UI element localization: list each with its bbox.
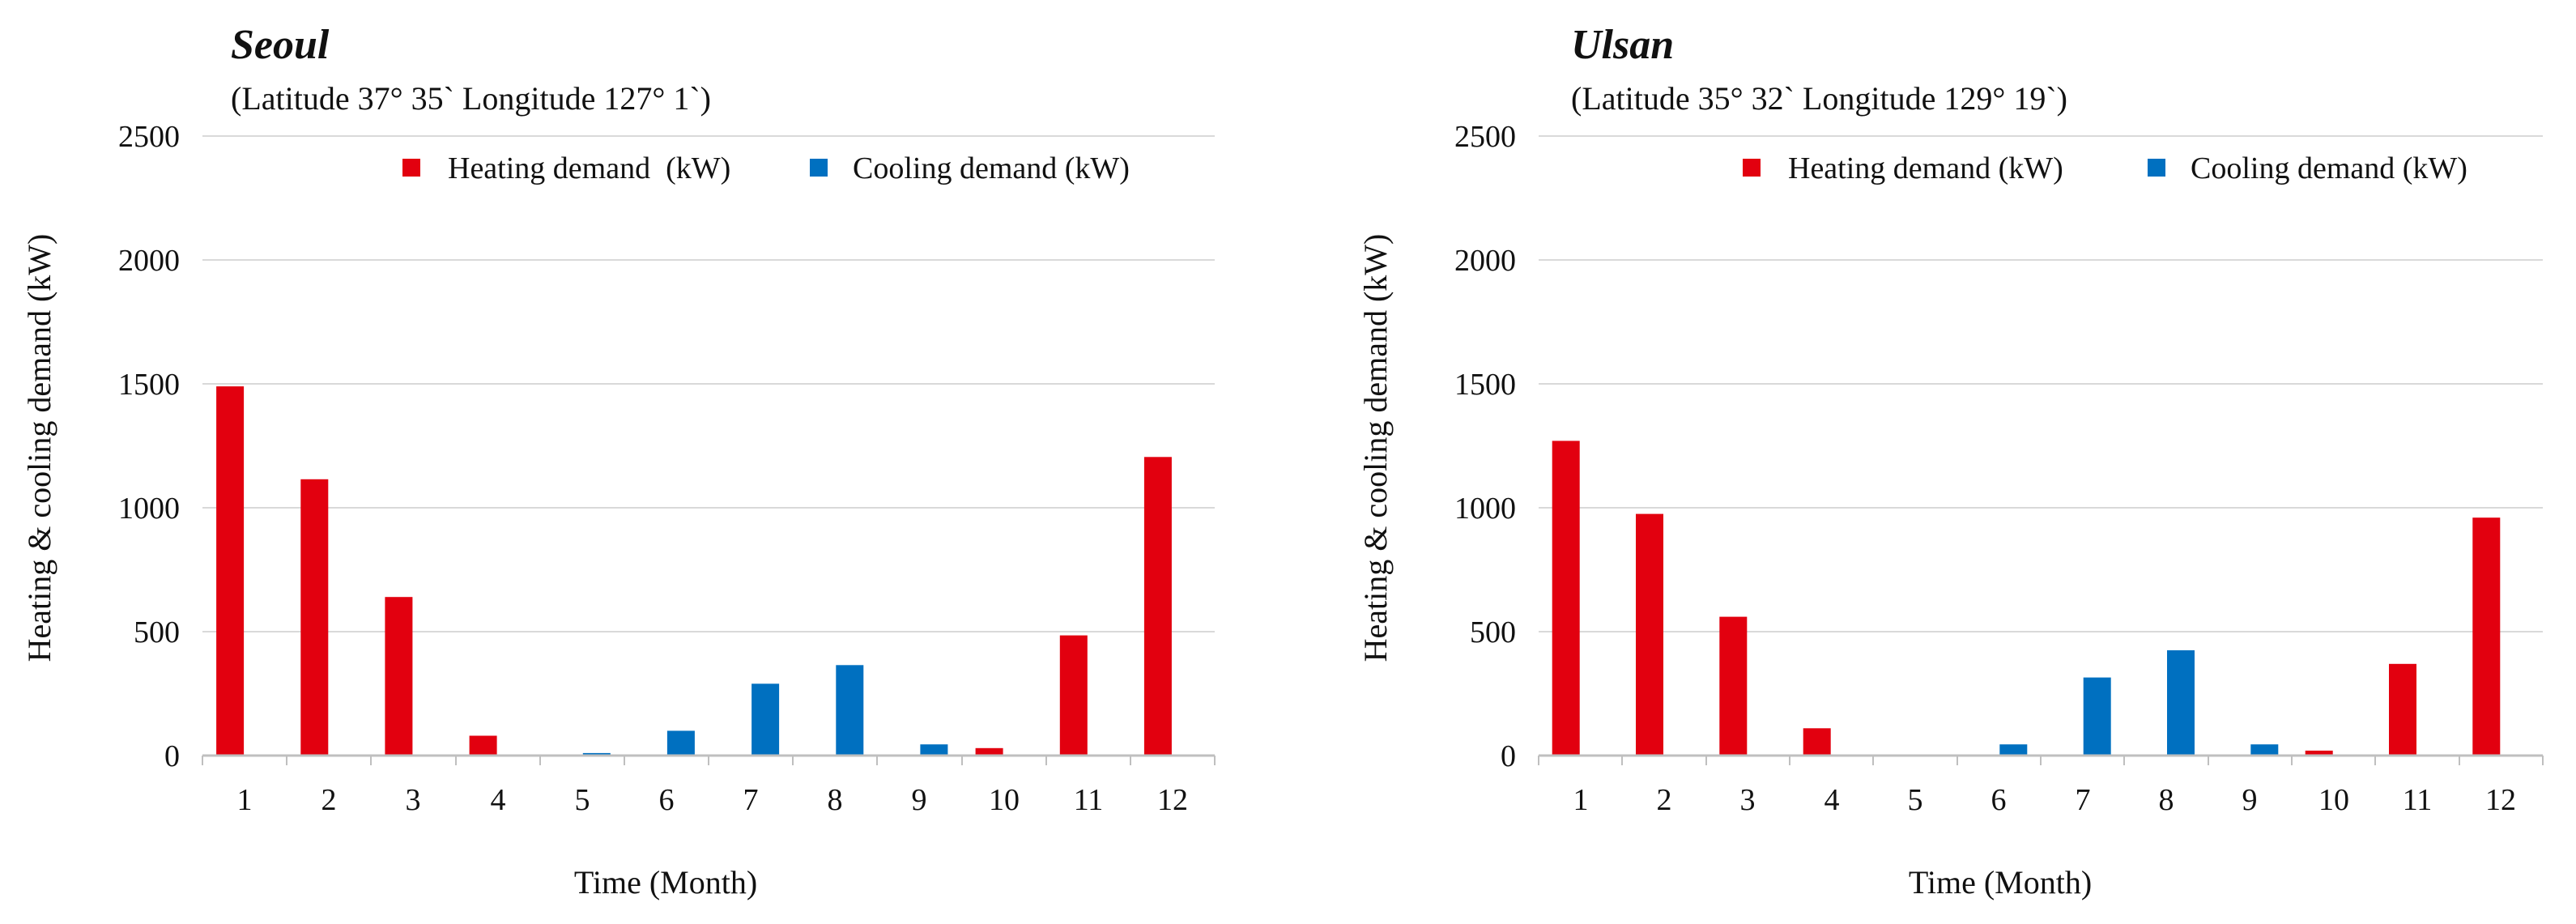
x-tick-label: 1 xyxy=(237,783,253,817)
chart-title-ulsan: Ulsan xyxy=(1571,22,1674,68)
x-axis-label-ulsan: Time (Month) xyxy=(1909,864,2092,901)
x-tick-label: 3 xyxy=(406,783,421,817)
legend-label-heating: Heating demand (kW) xyxy=(1788,151,2063,185)
bar-heating-seoul-m1 xyxy=(216,386,245,756)
y-gridlines-ulsan xyxy=(1539,135,2543,632)
bar-heating-ulsan-m4 xyxy=(1803,728,1831,756)
y-tick-labels-seoul: 2500 2000 1500 1000 500 0 xyxy=(118,120,180,773)
bar-cooling-ulsan-m7 xyxy=(2083,677,2111,756)
bar-cooling-seoul-m5 xyxy=(582,752,611,756)
x-tick-labels-ulsan: 1 2 3 4 5 6 7 8 9 10 11 12 xyxy=(1573,783,2517,817)
y-tick-label: 0 xyxy=(164,739,180,773)
x-tick-label: 9 xyxy=(2242,783,2258,817)
x-tick-label: 4 xyxy=(1824,783,1840,817)
y-tick-label: 2000 xyxy=(118,244,180,278)
x-tick-label: 2 xyxy=(321,783,337,817)
y-tick-label: 1000 xyxy=(118,492,180,526)
y-tick-label: 1500 xyxy=(1454,368,1516,402)
y-tick-label: 500 xyxy=(1470,615,1516,649)
bar-cooling-seoul-m7 xyxy=(752,683,780,756)
bars-ulsan xyxy=(1552,441,2501,756)
bar-heating-seoul-m12 xyxy=(1143,457,1172,756)
y-axis-label-seoul: Heating & cooling demand (kW) xyxy=(21,234,57,662)
chart-title-seoul: Seoul xyxy=(231,22,330,68)
x-tick-label: 7 xyxy=(2076,783,2091,817)
x-tick-label: 6 xyxy=(659,783,675,817)
legend-ulsan: Heating demand (kW) Cooling demand (kW) xyxy=(1743,151,2467,185)
x-tick-label: 6 xyxy=(1991,783,2007,817)
bar-cooling-ulsan-m8 xyxy=(2167,650,2195,756)
legend-label-heating: Heating demand (kW) xyxy=(448,151,730,185)
legend-swatch-cooling xyxy=(2148,159,2165,177)
bar-cooling-ulsan-m6 xyxy=(1999,744,2028,756)
x-tick-label: 11 xyxy=(1074,783,1104,817)
x-tick-label: 10 xyxy=(989,783,1020,817)
bar-heating-seoul-m3 xyxy=(385,597,413,756)
bar-heating-seoul-m10 xyxy=(975,747,1003,756)
x-tick-label: 7 xyxy=(743,783,759,817)
x-tick-label: 4 xyxy=(491,783,506,817)
x-tick-label: 12 xyxy=(2485,783,2516,817)
x-tick-labels-seoul: 1 2 3 4 5 6 7 8 9 10 11 12 xyxy=(237,783,1189,817)
x-tick-label: 9 xyxy=(912,783,927,817)
x-tick-label: 12 xyxy=(1157,783,1188,817)
y-tick-label: 2500 xyxy=(1454,120,1516,154)
bar-cooling-seoul-m9 xyxy=(920,744,948,756)
bar-cooling-seoul-m6 xyxy=(666,730,695,756)
y-tick-label: 0 xyxy=(1501,739,1516,773)
y-tick-label: 2000 xyxy=(1454,244,1516,278)
bar-heating-seoul-m11 xyxy=(1059,635,1088,756)
x-axis-ulsan xyxy=(1538,754,2544,765)
bar-heating-ulsan-m3 xyxy=(1719,616,1748,756)
bar-heating-ulsan-m1 xyxy=(1552,441,1580,756)
y-tick-label: 1500 xyxy=(118,368,180,402)
x-tick-label: 8 xyxy=(2159,783,2174,817)
chart-subtitle-ulsan: (Latitude 35° 32` Longitude 129° 19`) xyxy=(1571,80,2067,117)
legend-swatch-cooling xyxy=(810,159,828,177)
y-tick-label: 1000 xyxy=(1454,492,1516,526)
bar-cooling-seoul-m8 xyxy=(836,665,864,756)
x-axis-seoul xyxy=(202,754,1216,765)
x-tick-label: 5 xyxy=(575,783,590,817)
x-axis-label-seoul: Time (Month) xyxy=(574,864,757,901)
chart-ulsan: Ulsan (Latitude 35° 32` Longitude 129° 1… xyxy=(1357,22,2544,901)
bar-heating-ulsan-m2 xyxy=(1636,513,1663,756)
bar-cooling-ulsan-m9 xyxy=(2250,744,2279,756)
x-tick-label: 2 xyxy=(1657,783,1672,817)
legend-swatch-heating xyxy=(402,159,420,177)
bar-heating-ulsan-m10 xyxy=(2305,750,2333,756)
x-tick-label: 10 xyxy=(2318,783,2349,817)
x-tick-label: 3 xyxy=(1740,783,1756,817)
chart-seoul: Seoul (Latitude 37° 35` Longitude 127° 1… xyxy=(21,22,1216,901)
x-tick-label: 1 xyxy=(1573,783,1589,817)
y-tick-labels-ulsan: 2500 2000 1500 1000 500 0 xyxy=(1454,120,1516,773)
bar-heating-seoul-m2 xyxy=(300,479,329,756)
y-gridlines-seoul xyxy=(202,135,1215,632)
x-tick-label: 8 xyxy=(828,783,843,817)
chart-subtitle-seoul: (Latitude 37° 35` Longitude 127° 1`) xyxy=(231,80,711,117)
legend-seoul: Heating demand (kW) Cooling demand (kW) xyxy=(402,151,1130,185)
x-tick-label: 11 xyxy=(2403,783,2433,817)
y-tick-label: 500 xyxy=(134,615,180,649)
y-axis-label-ulsan: Heating & cooling demand (kW) xyxy=(1357,234,1394,662)
bar-heating-seoul-m4 xyxy=(469,735,497,756)
legend-swatch-heating xyxy=(1743,159,1761,177)
legend-label-cooling: Cooling demand (kW) xyxy=(2191,151,2467,185)
bars-seoul xyxy=(216,386,1172,756)
x-tick-label: 5 xyxy=(1908,783,1923,817)
y-tick-label: 2500 xyxy=(118,120,180,154)
bar-heating-ulsan-m11 xyxy=(2389,663,2416,756)
bar-heating-ulsan-m12 xyxy=(2472,517,2501,756)
legend-label-cooling: Cooling demand (kW) xyxy=(853,151,1130,185)
